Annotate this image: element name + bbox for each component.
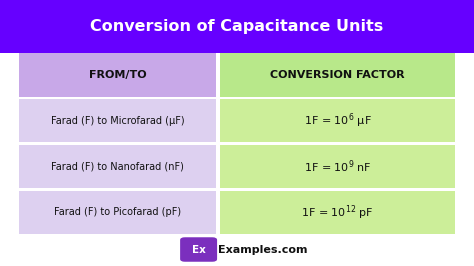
- Text: Examples.com: Examples.com: [219, 244, 308, 255]
- Text: FROM/TO: FROM/TO: [89, 70, 146, 80]
- FancyBboxPatch shape: [220, 191, 455, 234]
- Text: CONVERSION FACTOR: CONVERSION FACTOR: [270, 70, 405, 80]
- FancyBboxPatch shape: [220, 53, 455, 97]
- FancyBboxPatch shape: [220, 145, 455, 188]
- Text: 1F = 10$^{9}$ nF: 1F = 10$^{9}$ nF: [304, 158, 372, 175]
- Text: 1F = 10$^{12}$ pF: 1F = 10$^{12}$ pF: [301, 203, 374, 222]
- FancyBboxPatch shape: [19, 145, 216, 188]
- Text: Ex: Ex: [191, 244, 206, 255]
- Text: Farad (F) to Nanofarad (nF): Farad (F) to Nanofarad (nF): [51, 162, 184, 172]
- Text: Farad (F) to Microfarad (μF): Farad (F) to Microfarad (μF): [51, 116, 184, 126]
- Text: Farad (F) to Picofarad (pF): Farad (F) to Picofarad (pF): [54, 207, 181, 218]
- Text: Conversion of Capacitance Units: Conversion of Capacitance Units: [91, 19, 383, 34]
- FancyBboxPatch shape: [19, 191, 216, 234]
- FancyBboxPatch shape: [19, 99, 216, 142]
- Text: 1F = 10$^{6}$ μF: 1F = 10$^{6}$ μF: [304, 111, 372, 130]
- FancyBboxPatch shape: [0, 0, 474, 53]
- FancyBboxPatch shape: [19, 53, 216, 97]
- FancyBboxPatch shape: [180, 237, 217, 262]
- FancyBboxPatch shape: [220, 99, 455, 142]
